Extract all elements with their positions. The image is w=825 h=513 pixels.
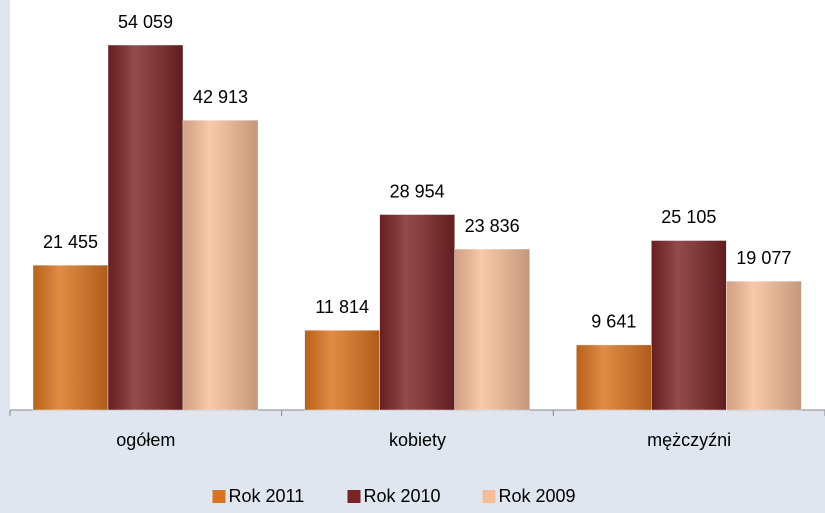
value-label: 11 814 [315, 297, 369, 317]
value-label: 19 077 [736, 248, 791, 268]
x-tick-label: mężczyźni [647, 430, 731, 450]
bar-gloss [304, 330, 380, 410]
bar-gloss [108, 45, 183, 410]
bar-gloss [726, 281, 802, 410]
value-label: 21 455 [43, 232, 98, 252]
bar-gloss [454, 249, 530, 410]
x-tick-label: kobiety [389, 430, 446, 450]
bar-gloss [33, 265, 108, 410]
legend-swatch [347, 490, 361, 503]
legend-swatch [212, 490, 226, 503]
legend-label: Rok 2010 [364, 486, 441, 506]
bar-gloss [576, 344, 652, 410]
legend-swatch [482, 490, 496, 503]
value-label: 23 836 [465, 216, 520, 236]
value-label: 25 105 [661, 207, 716, 227]
bar-gloss [379, 214, 455, 410]
value-label: 28 954 [390, 181, 445, 201]
legend-label: Rok 2009 [499, 486, 576, 506]
value-label: 9 641 [591, 312, 636, 332]
bar-gloss [183, 120, 258, 411]
bar-gloss [651, 240, 727, 410]
legend-label: Rok 2011 [229, 486, 305, 506]
x-tick-label: ogółem [116, 430, 175, 450]
value-label: 42 913 [193, 87, 248, 107]
value-label: 54 059 [118, 12, 173, 32]
